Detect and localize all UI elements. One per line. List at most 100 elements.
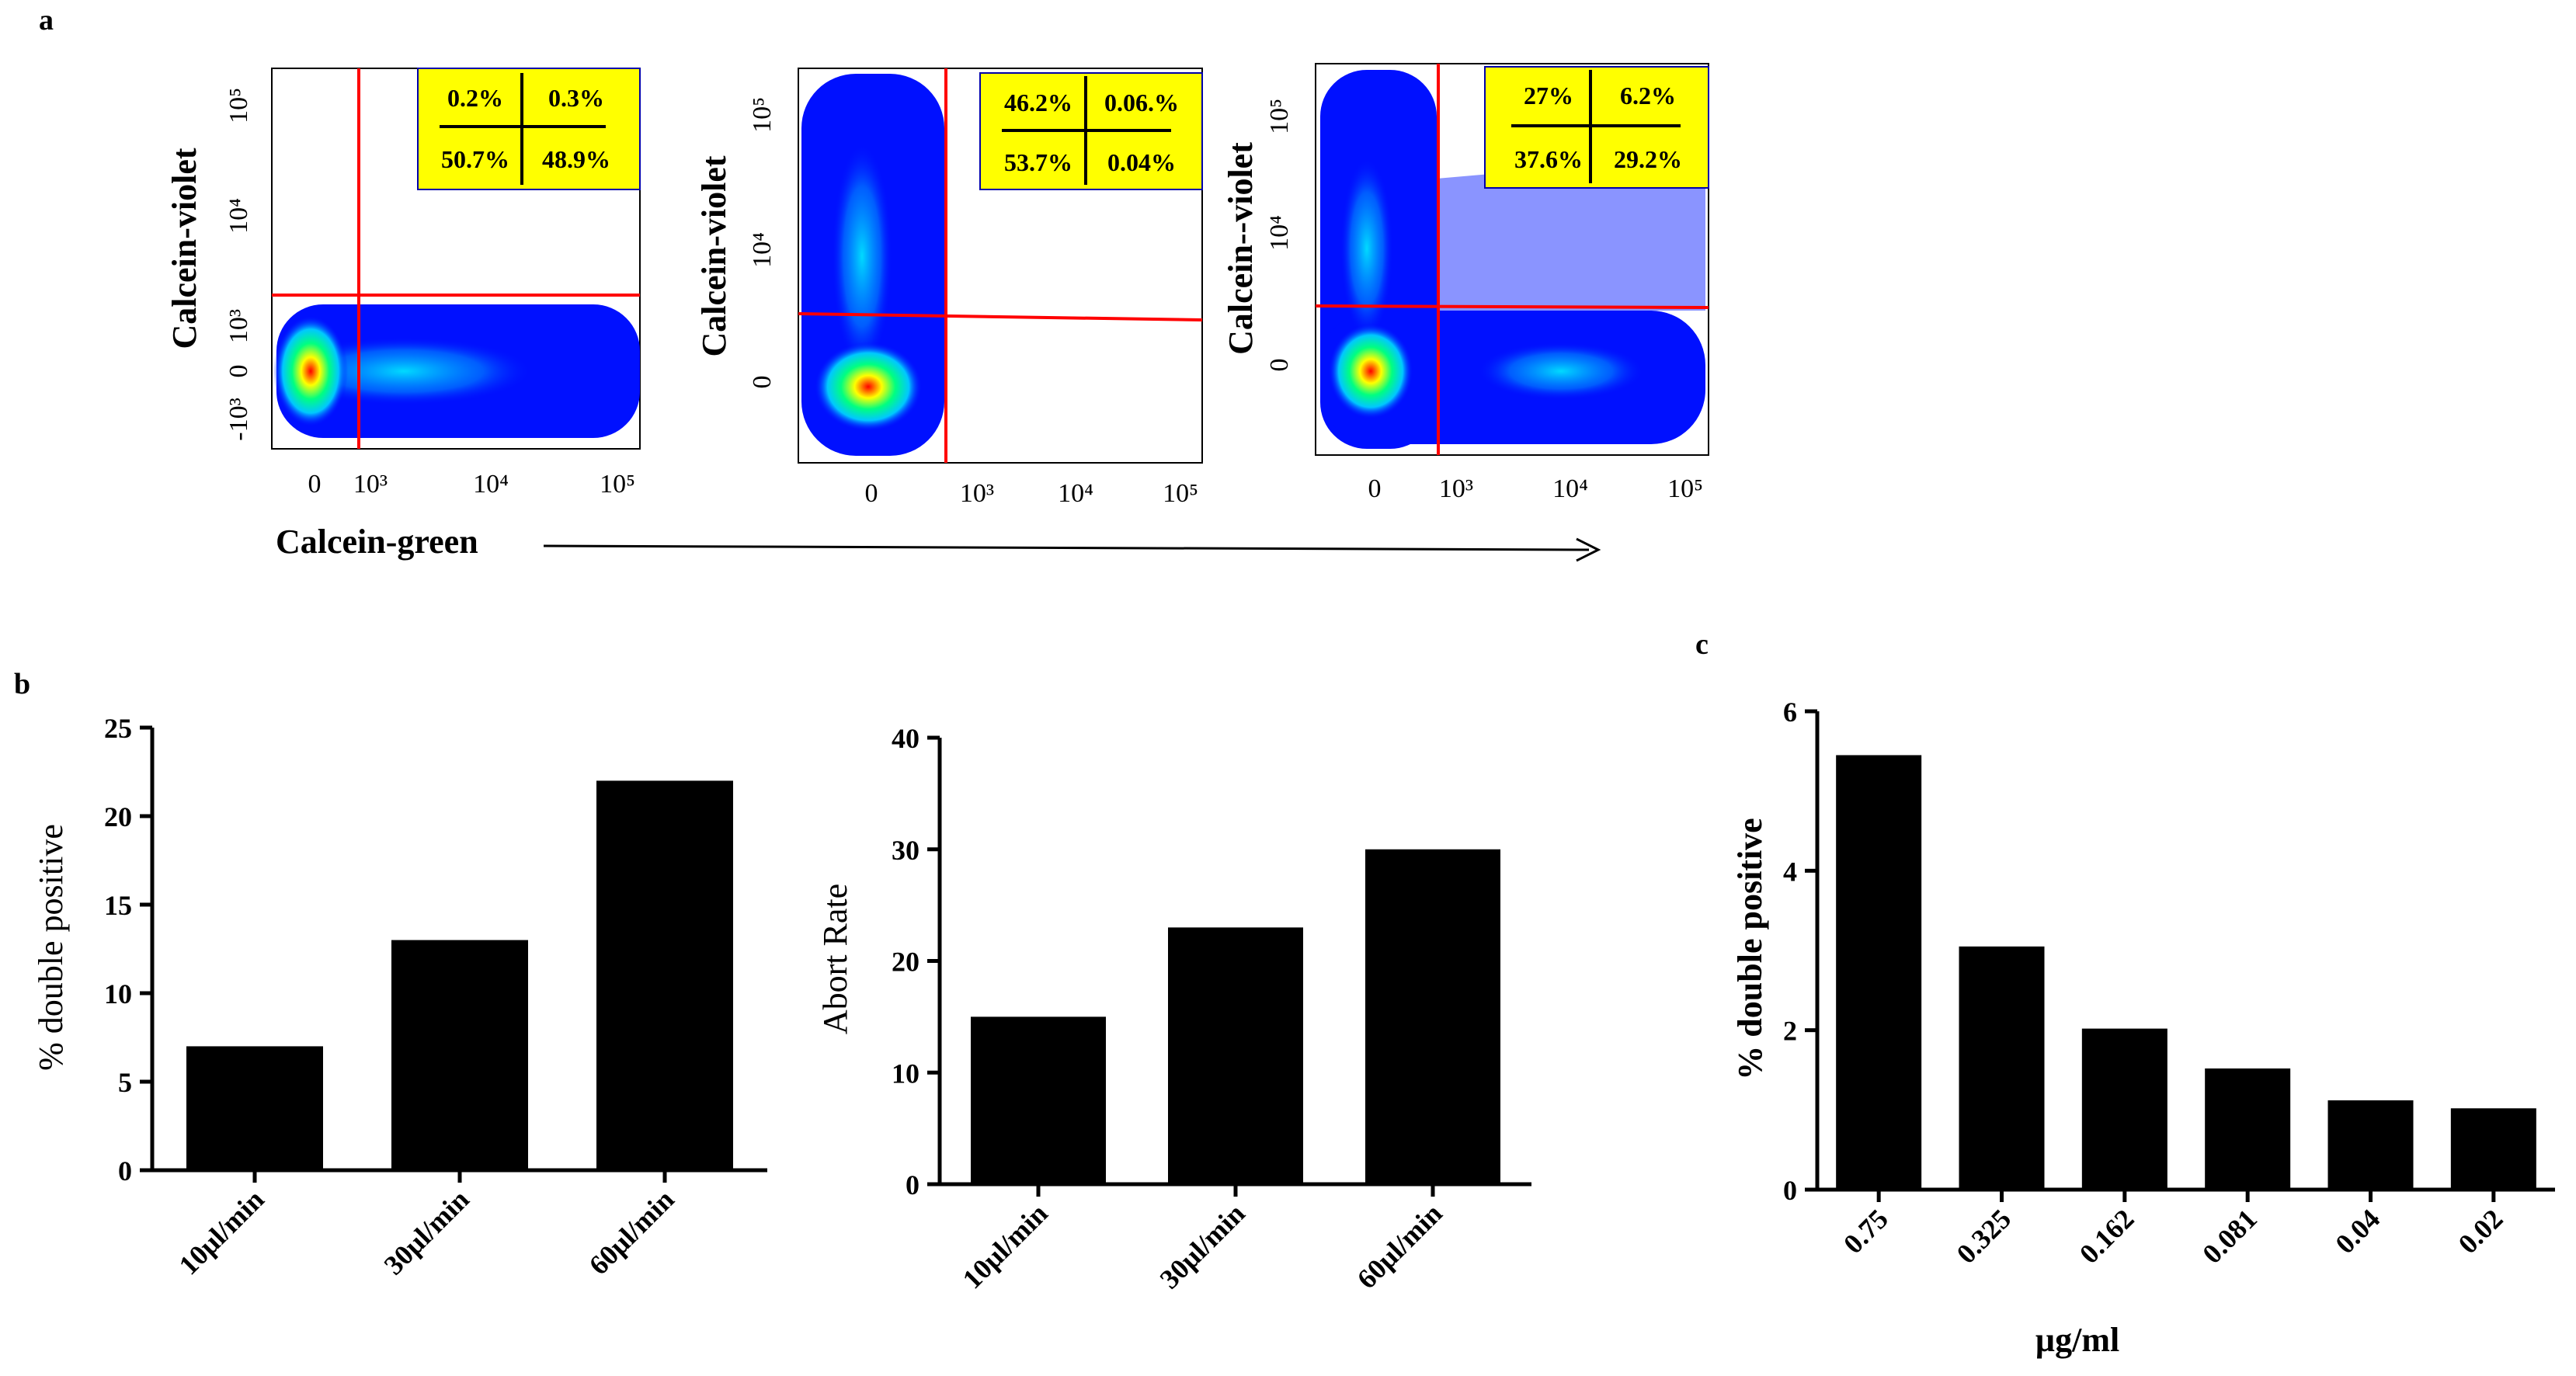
y-tick-label: 2 [1783,1016,1797,1047]
bar [1836,755,1922,1190]
flow-plot-2-density-mid [831,140,893,373]
x-tick-label: 0.02 [2453,1203,2509,1260]
flow-x-arrow-line [543,544,1590,551]
flow-plot-3-xtick-2: 10⁴ [1552,474,1588,503]
flow-plot-2-ytick-2: 10⁵ [748,97,777,133]
y-tick-label: 4 [1783,856,1797,887]
x-tick-label: 30µl/min [378,1183,475,1280]
flow-plot-1-xtick-1: 10³ [353,470,388,499]
flow-plot-3-quad-ur: 6.2% [1620,82,1676,109]
flow-plot-3-ytick-2: 10⁵ [1265,99,1294,134]
flow-plot-3-ytick-1: 10⁴ [1265,215,1294,251]
flow-plot-3-density-col-mid [1340,155,1394,342]
flow-plot-1-ytick-4: 10⁵ [224,88,253,123]
x-tick-label: 0.081 [2196,1203,2263,1270]
flow-plot-1-xtick-2: 10⁴ [473,470,509,499]
y-tick-label: 0 [118,1155,132,1187]
y-tick-label: 0 [906,1169,920,1201]
flow-plot-1-quad-ur: 0.3% [548,84,604,112]
flow-plot-3-xtick-0: 0 [1368,474,1382,503]
flow-x-axis-label: Calcein-green [276,523,478,561]
flow-plot-3-ylabel: Calcein--violet [1222,142,1260,355]
flow-plot-3-quad-lr: 29.2% [1614,145,1682,173]
flow-plot-2-ytick-0: 0 [748,376,777,389]
flow-plot-2-xtick-3: 10⁵ [1163,479,1198,508]
bar [2081,1028,2168,1190]
panel-label-a: a [39,4,54,36]
bar [1365,849,1500,1184]
x-tick-label: 10µl/min [957,1197,1054,1294]
flow-plot-1-ytick-1: 0 [224,365,253,378]
flow-x-arrow-head [1576,537,1601,562]
bar [391,940,528,1170]
y-axis-label: Abort Rate [816,884,854,1034]
flow-plot-2-xtick-2: 10⁴ [1058,479,1093,508]
flow-plot-3-ytick-0: 0 [1265,359,1294,372]
x-tick-label: 60µl/min [1351,1197,1448,1294]
y-tick-label: 15 [104,890,132,921]
x-tick-label: 0.325 [1951,1203,2018,1270]
x-tick-label: 60µl/min [583,1183,680,1280]
flow-plot-2-ytick-1: 10⁴ [748,232,777,268]
flow-plot-1-xtick-0: 0 [308,470,322,499]
panel-label-b: b [14,668,30,700]
y-axis-label: % double positive [1731,818,1769,1079]
flow-plot-1-quad-lr: 48.9% [542,145,610,173]
flow-plot-1-ylabel: Calcein-violet [165,148,203,349]
flow-plot-3-gate-horizontal [1315,304,1709,309]
bar [1168,927,1303,1184]
bar [971,1016,1106,1184]
bar [2327,1100,2414,1190]
flow-plot-1-quad-box [417,68,641,190]
flow-plot-1-xtick-3: 10⁵ [600,470,635,499]
flow-plot-2-quad-ll: 53.7% [1004,148,1072,176]
y-tick-label: 20 [104,801,132,832]
bar [2450,1108,2536,1190]
flow-plot-2-quad-ur: 0.06.% [1104,89,1179,116]
flow-plot-1-quad-ll: 50.7% [441,145,509,173]
y-tick-label: 5 [118,1067,132,1098]
bar [186,1046,323,1170]
flow-plot-1-ytick-3: 10⁴ [224,198,253,234]
x-tick-label: 10µl/min [173,1183,270,1280]
bar-chart-double-positive-flow: 0 5 10 15 20 25 10µl/min 30µl/min 60µl/min % doub… [32,713,767,1280]
y-tick-label: 10 [104,978,132,1009]
x-axis-label: µg/ml [2035,1321,2119,1359]
flow-plot-2-quad-lr: 0.04% [1107,148,1176,176]
bar [2205,1068,2291,1190]
y-tick-label: 20 [892,947,920,978]
flow-plot-3-density-scatter [1437,155,1705,311]
flow-plot-2-gate-horizontal [798,312,1203,321]
y-tick-label: 30 [892,835,920,866]
x-tick-label: 0.04 [2329,1203,2386,1260]
flow-plot-1: 0.2% 0.3% 50.7% 48.9% 0 10³ 10⁴ 10⁵ -10³… [165,68,641,499]
flow-plot-3: 27% 6.2% 37.6% 29.2% 0 10³ 10⁴ 10⁵ 0 10⁴… [1222,63,1709,503]
y-axis-label: % double positive [32,824,70,1071]
flow-plot-3-xtick-1: 10³ [1439,474,1473,503]
flow-plot-2-ylabel: Calcein-violet [695,155,733,356]
flow-plot-2-hotspot [814,342,923,432]
flow-plot-1-quad-ul: 0.2% [447,84,503,112]
panel-label-c: c [1695,628,1709,661]
y-tick-label: 10 [892,1058,920,1089]
y-tick-label: 25 [104,713,132,744]
flow-plot-1-ytick-0: -10³ [224,398,253,441]
flow-plot-2: 46.2% 0.06.% 53.7% 0.04% 0 10³ 10⁴ 10⁵ 0… [695,68,1203,508]
flow-plot-3-hotspot [1328,323,1413,419]
flow-plot-2-xtick-0: 0 [865,479,878,508]
bar-chart-abort-rate: 0 10 20 30 40 10µl/min 30µl/min 60µl/min Abort R… [816,723,1531,1294]
flow-plot-2-quad-ul: 46.2% [1004,89,1072,116]
bar [596,780,733,1170]
bar-chart-double-positive-concentration: 0 2 4 6 0.75 0.325 0.162 0.081 0.04 0.02 % double … [1731,697,2555,1359]
y-tick-label: 40 [892,723,920,754]
y-tick-label: 0 [1783,1175,1797,1206]
bar [1959,946,2045,1190]
x-tick-label: 0.75 [1837,1203,1894,1260]
x-tick-label: 0.162 [2074,1203,2140,1270]
flow-plot-3-quad-ul: 27% [1524,82,1573,109]
y-tick-label: 6 [1783,697,1797,728]
flow-plot-2-xtick-1: 10³ [960,479,994,508]
flow-plot-1-hotspot [273,315,348,427]
flow-plot-3-xtick-3: 10⁵ [1667,474,1703,503]
